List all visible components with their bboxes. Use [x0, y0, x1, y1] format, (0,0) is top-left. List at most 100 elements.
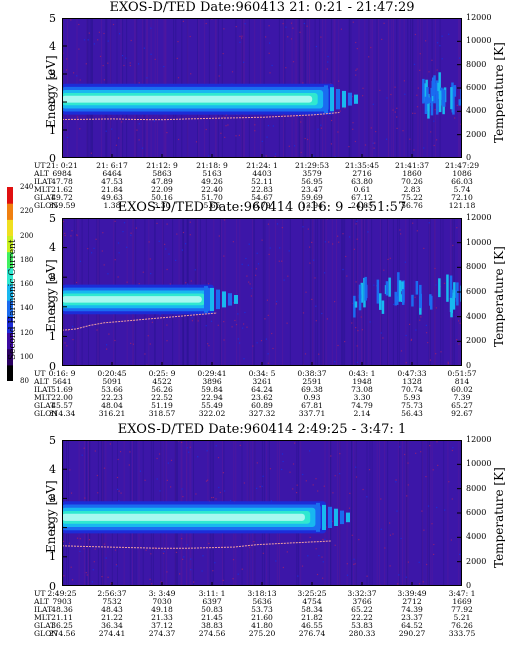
noise-speck — [91, 153, 92, 154]
noise-speck — [374, 148, 375, 149]
noise-speck — [272, 65, 273, 66]
noise-speck — [268, 224, 269, 225]
noise-speck — [370, 321, 371, 322]
noise-speck — [339, 453, 340, 454]
noise-speck — [435, 353, 436, 354]
noise-speck — [87, 574, 88, 575]
noise-speck — [107, 273, 108, 274]
noise-speck — [275, 153, 276, 154]
noise-speck — [104, 264, 105, 265]
noise-speck — [223, 28, 224, 29]
noise-speck — [420, 316, 421, 317]
noise-speck — [150, 28, 151, 29]
noise-speck — [150, 258, 151, 259]
noise-streak — [370, 440, 371, 586]
noise-speck — [213, 497, 214, 498]
noise-speck — [202, 570, 203, 571]
late-patch — [386, 281, 389, 295]
noise-streak — [422, 440, 423, 586]
noise-speck — [346, 276, 347, 277]
noise-speck — [64, 233, 65, 234]
noise-speck — [268, 353, 269, 354]
noise-speck — [307, 555, 308, 556]
noise-streak — [356, 218, 357, 366]
noise-streak — [381, 218, 382, 366]
y2-tick-label: 6000 — [466, 509, 486, 517]
noise-speck — [313, 260, 314, 261]
noise-speck — [334, 301, 335, 302]
spectrogram — [62, 218, 462, 366]
y2-tick-label: 12000 — [466, 14, 491, 22]
noise-speck — [257, 342, 258, 343]
table-cell: 276.74 — [289, 630, 335, 638]
noise-speck — [327, 61, 328, 62]
noise-speck — [406, 577, 407, 578]
noise-speck — [281, 469, 282, 470]
noise-streak — [443, 440, 444, 586]
noise-speck — [392, 533, 393, 534]
noise-speck — [354, 249, 355, 250]
noise-speck — [415, 453, 416, 454]
y2-tick-label: 12000 — [466, 214, 491, 222]
noise-speck — [285, 27, 286, 28]
noise-speck — [78, 49, 79, 50]
noise-speck — [353, 22, 354, 23]
noise-speck — [191, 280, 192, 281]
noise-speck — [327, 68, 328, 69]
noise-speck — [233, 241, 234, 242]
noise-speck — [206, 481, 207, 482]
noise-speck — [357, 330, 358, 331]
colorbar-tick-label: 140 — [20, 305, 32, 312]
noise-speck — [313, 484, 314, 485]
y-tick-label: 5 — [40, 13, 56, 24]
late-patch — [388, 278, 391, 297]
y2-axis-label: Temperature [K] — [492, 246, 505, 347]
noise-speck — [340, 111, 341, 112]
noise-speck — [305, 353, 306, 354]
noise-speck — [256, 268, 257, 269]
table-cell: 318.57 — [139, 410, 185, 418]
noise-speck — [306, 480, 307, 481]
noise-speck — [267, 300, 268, 301]
noise-speck — [159, 490, 160, 491]
noise-speck — [310, 537, 311, 538]
noise-speck — [352, 129, 353, 130]
noise-speck — [104, 79, 105, 80]
noise-streak — [391, 18, 392, 158]
noise-speck — [156, 223, 157, 224]
noise-speck — [275, 156, 276, 157]
noise-speck — [182, 559, 183, 560]
noise-speck — [300, 121, 301, 122]
noise-speck — [97, 39, 98, 40]
noise-speck — [159, 453, 160, 454]
noise-streak — [359, 18, 360, 158]
noise-speck — [116, 564, 117, 565]
noise-speck — [146, 550, 147, 551]
noise-speck — [321, 128, 322, 129]
noise-speck — [414, 113, 415, 114]
y-axis-label: Energy [eV] — [44, 480, 58, 553]
noise-speck — [404, 94, 405, 95]
noise-speck — [331, 143, 332, 144]
noise-speck — [429, 222, 430, 223]
noise-speck — [388, 259, 389, 260]
noise-speck — [232, 71, 233, 72]
noise-speck — [243, 62, 244, 63]
noise-speck — [287, 551, 288, 552]
noise-streak — [398, 440, 399, 586]
colorbar-tick-label: 200 — [20, 233, 32, 240]
noise-speck — [366, 496, 367, 497]
noise-speck — [269, 25, 270, 26]
noise-streak — [443, 218, 444, 366]
noise-speck — [242, 569, 243, 570]
noise-speck — [168, 463, 169, 464]
noise-speck — [370, 47, 371, 48]
noise-streak — [282, 218, 283, 366]
noise-speck — [396, 116, 397, 117]
noise-speck — [117, 489, 118, 490]
noise-speck — [279, 247, 280, 248]
noise-speck — [276, 303, 277, 304]
noise-speck — [395, 87, 396, 88]
noise-streak — [275, 218, 276, 366]
noise-streak — [399, 440, 400, 586]
